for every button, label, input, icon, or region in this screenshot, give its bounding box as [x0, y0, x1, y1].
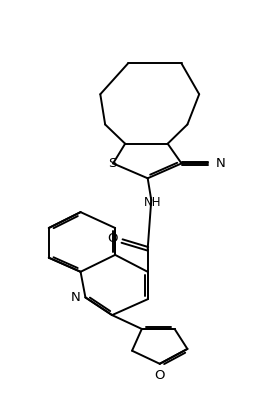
Text: O: O	[154, 369, 165, 382]
Text: NH: NH	[144, 196, 161, 209]
Text: N: N	[215, 157, 225, 170]
Text: N: N	[71, 291, 81, 304]
Text: O: O	[107, 232, 118, 245]
Text: S: S	[108, 157, 116, 170]
